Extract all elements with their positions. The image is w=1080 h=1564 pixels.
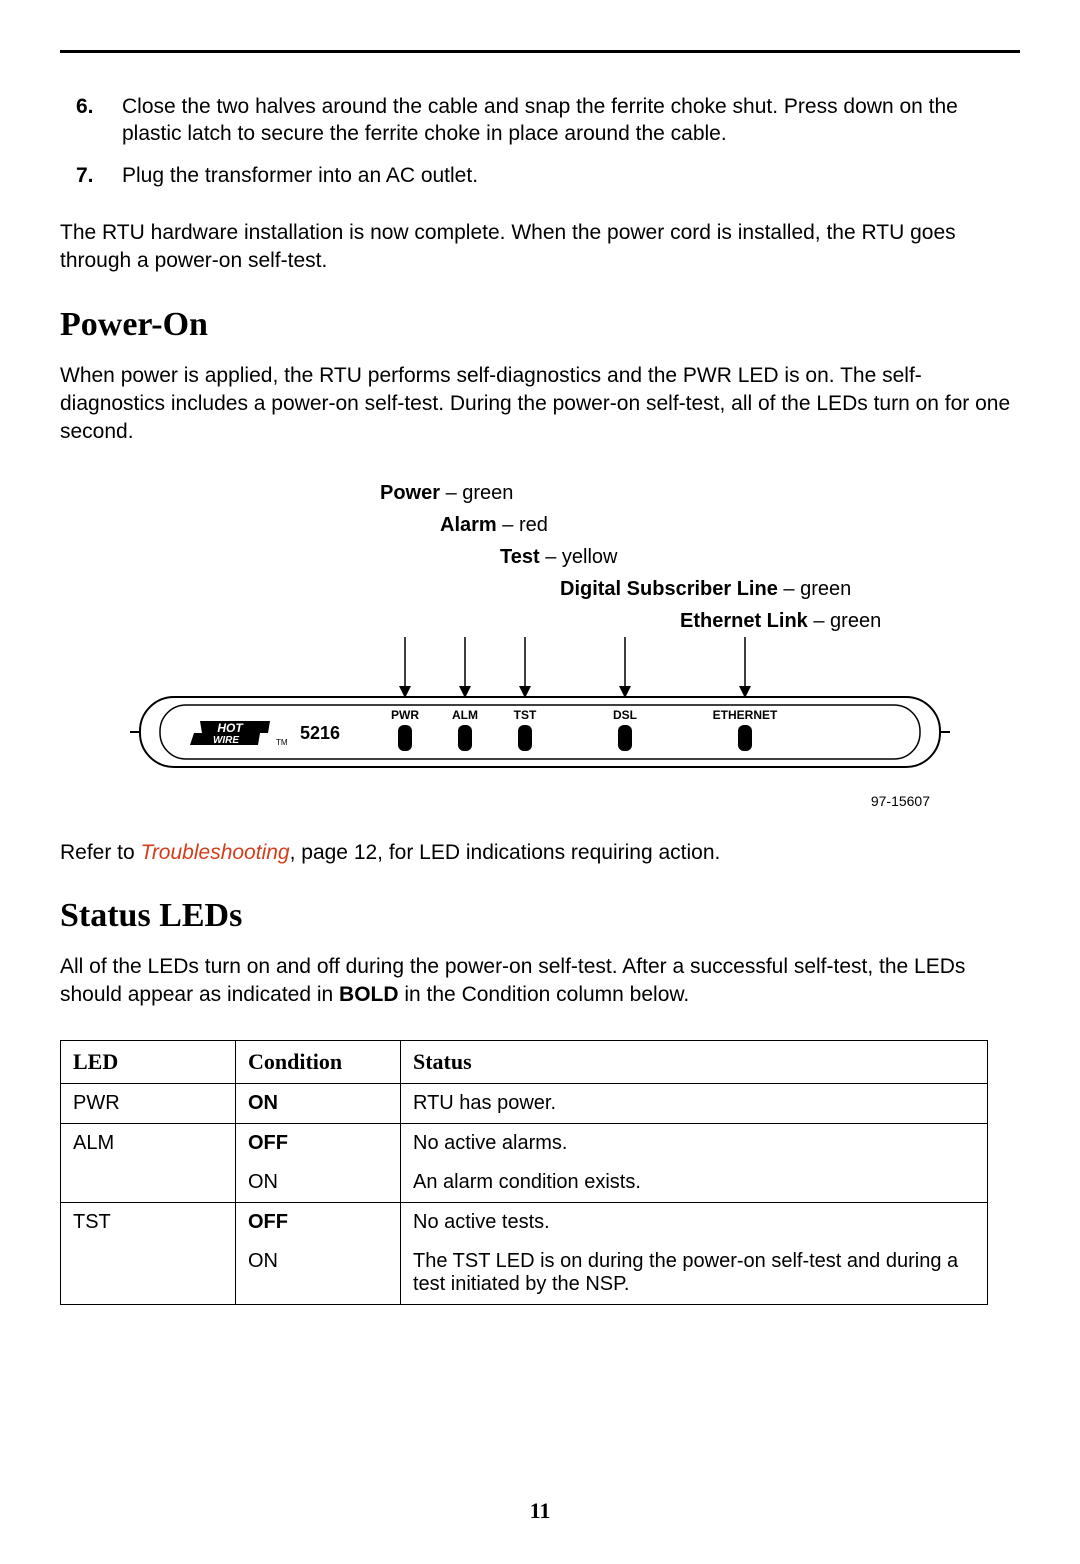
refer-paragraph: Refer to Troubleshooting, page 12, for L…: [60, 839, 1020, 867]
led-label-dsl: DSL: [613, 708, 637, 722]
table-header-row: LED Condition Status: [61, 1040, 988, 1083]
th-status: Status: [401, 1040, 988, 1083]
cell-led: ALM: [61, 1123, 236, 1163]
cell-led: TST: [61, 1202, 236, 1242]
status-bold: BOLD: [339, 983, 399, 1006]
led-ethernet-icon: [738, 725, 752, 751]
callout-color: – green: [808, 610, 881, 632]
cell-led: [61, 1163, 236, 1203]
table-row: ONAn alarm condition exists.: [61, 1163, 988, 1203]
led-label-pwr: PWR: [391, 708, 419, 722]
led-pwr-icon: [398, 725, 412, 751]
cell-condition: ON: [236, 1242, 401, 1305]
cell-condition: ON: [236, 1163, 401, 1203]
th-condition: Condition: [236, 1040, 401, 1083]
callout-label: Alarm: [440, 514, 497, 536]
status-led-table: LED Condition Status PWRONRTU has power.…: [60, 1040, 988, 1305]
callout-test: Test – yellow: [500, 541, 950, 573]
cell-led: [61, 1242, 236, 1305]
led-diagram: Power – green Alarm – red Test – yellow …: [130, 477, 950, 809]
led-callouts: Power – green Alarm – red Test – yellow …: [380, 477, 950, 637]
status-post: in the Condition column below.: [399, 983, 690, 1006]
callout-label: Digital Subscriber Line: [560, 578, 778, 600]
list-text: Plug the transformer into an AC outlet.: [122, 162, 478, 189]
status-leds-heading: Status LEDs: [60, 897, 1020, 935]
install-complete-paragraph: The RTU hardware installation is now com…: [60, 219, 1020, 276]
table-row: PWRONRTU has power.: [61, 1083, 988, 1123]
led-alm-icon: [458, 725, 472, 751]
list-number: 7.: [60, 162, 122, 189]
cell-led: PWR: [61, 1083, 236, 1123]
logo-bottom-text: WIRE: [213, 735, 239, 746]
cell-status: The TST LED is on during the power-on se…: [401, 1242, 988, 1305]
callout-color: – green: [778, 578, 851, 600]
callout-dsl: Digital Subscriber Line – green: [560, 573, 950, 605]
cell-status: No active alarms.: [401, 1123, 988, 1163]
th-led: LED: [61, 1040, 236, 1083]
led-dsl-icon: [618, 725, 632, 751]
device-panel-svg: HOT WIRE TM 5216 PWR ALM TST DSL ETHERNE…: [130, 637, 950, 782]
page: 6. Close the two halves around the cable…: [0, 0, 1080, 1564]
callout-color: – red: [497, 514, 548, 536]
cell-condition: OFF: [236, 1202, 401, 1242]
table-body: PWRONRTU has power.ALMOFFNo active alarm…: [61, 1083, 988, 1304]
page-number: 11: [0, 1498, 1080, 1524]
table-row: ALMOFFNo active alarms.: [61, 1123, 988, 1163]
list-item: 6. Close the two halves around the cable…: [60, 93, 1020, 148]
status-leds-paragraph: All of the LEDs turn on and off during t…: [60, 953, 1020, 1010]
callout-label: Test: [500, 546, 540, 568]
power-on-paragraph: When power is applied, the RTU performs …: [60, 362, 1020, 447]
cell-condition: OFF: [236, 1123, 401, 1163]
callout-label: Ethernet Link: [680, 610, 808, 632]
cell-status: RTU has power.: [401, 1083, 988, 1123]
led-label-alm: ALM: [452, 708, 478, 722]
figure-number: 97-15607: [130, 793, 950, 809]
top-divider: [60, 50, 1020, 53]
table-row: TSTOFFNo active tests.: [61, 1202, 988, 1242]
callout-power: Power – green: [380, 477, 950, 509]
list-text: Close the two halves around the cable an…: [122, 93, 1020, 148]
refer-prefix: Refer to: [60, 841, 141, 864]
hotwire-logo: HOT WIRE TM: [190, 721, 288, 747]
cell-condition: ON: [236, 1083, 401, 1123]
model-number: 5216: [300, 723, 340, 743]
cell-status: An alarm condition exists.: [401, 1163, 988, 1203]
callout-label: Power: [380, 482, 440, 504]
led-label-ethernet: ETHERNET: [713, 708, 778, 722]
led-tst-icon: [518, 725, 532, 751]
power-on-heading: Power-On: [60, 306, 1020, 344]
install-steps-list: 6. Close the two halves around the cable…: [60, 93, 1020, 189]
callout-color: – yellow: [540, 546, 618, 568]
callout-alarm: Alarm – red: [440, 509, 950, 541]
cell-status: No active tests.: [401, 1202, 988, 1242]
callout-ethernet: Ethernet Link – green: [680, 605, 950, 637]
led-label-tst: TST: [514, 708, 537, 722]
logo-top-text: HOT: [217, 721, 244, 735]
list-item: 7. Plug the transformer into an AC outle…: [60, 162, 1020, 189]
troubleshooting-link[interactable]: Troubleshooting: [141, 841, 290, 864]
callout-color: – green: [440, 482, 513, 504]
table-row: ONThe TST LED is on during the power-on …: [61, 1242, 988, 1305]
refer-suffix: , page 12, for LED indications requiring…: [290, 841, 721, 864]
tm-text: TM: [276, 738, 288, 747]
list-number: 6.: [60, 93, 122, 148]
